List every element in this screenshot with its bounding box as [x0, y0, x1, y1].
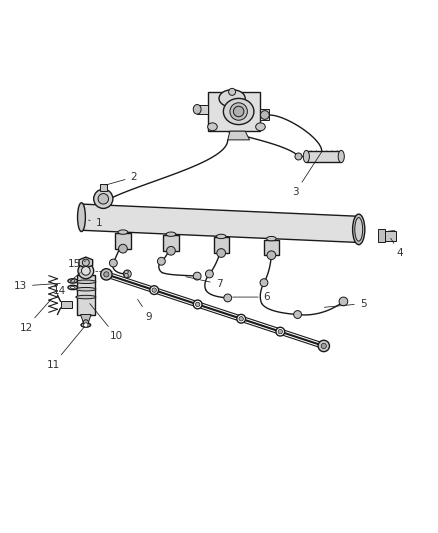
Polygon shape — [261, 109, 269, 120]
Ellipse shape — [219, 90, 245, 107]
Ellipse shape — [223, 99, 254, 125]
Text: 1: 1 — [88, 218, 102, 228]
Text: 11: 11 — [46, 327, 84, 370]
Circle shape — [94, 189, 113, 208]
Circle shape — [110, 259, 117, 267]
Circle shape — [124, 270, 131, 278]
Polygon shape — [385, 231, 396, 241]
Circle shape — [205, 270, 213, 278]
Polygon shape — [197, 105, 208, 114]
Polygon shape — [163, 235, 179, 251]
Circle shape — [233, 106, 244, 117]
Ellipse shape — [256, 123, 265, 131]
Circle shape — [195, 302, 200, 306]
Polygon shape — [214, 237, 229, 253]
Ellipse shape — [166, 232, 176, 237]
Ellipse shape — [76, 280, 96, 284]
Circle shape — [152, 288, 156, 292]
Polygon shape — [79, 257, 93, 268]
Ellipse shape — [267, 237, 276, 241]
Circle shape — [339, 297, 348, 306]
Ellipse shape — [76, 287, 96, 291]
Circle shape — [278, 329, 283, 334]
Text: 2: 2 — [106, 172, 137, 185]
Circle shape — [261, 111, 269, 119]
Text: 8: 8 — [122, 270, 128, 280]
Ellipse shape — [78, 203, 85, 231]
Ellipse shape — [71, 280, 75, 282]
Circle shape — [81, 266, 90, 275]
Circle shape — [229, 88, 236, 95]
Ellipse shape — [208, 123, 217, 131]
Circle shape — [166, 246, 175, 255]
Text: 7: 7 — [186, 277, 223, 289]
Circle shape — [98, 193, 109, 204]
Circle shape — [276, 327, 285, 336]
Polygon shape — [60, 302, 72, 308]
Circle shape — [82, 259, 89, 266]
Circle shape — [237, 314, 246, 323]
Ellipse shape — [355, 217, 363, 241]
Ellipse shape — [71, 286, 75, 288]
Text: 9: 9 — [138, 300, 152, 322]
Polygon shape — [264, 239, 279, 255]
Circle shape — [78, 263, 94, 279]
Circle shape — [150, 286, 159, 294]
Circle shape — [318, 340, 329, 352]
Text: 5: 5 — [325, 298, 367, 309]
Circle shape — [267, 251, 276, 260]
Ellipse shape — [118, 230, 128, 235]
Circle shape — [119, 244, 127, 253]
Ellipse shape — [353, 214, 365, 245]
Polygon shape — [378, 229, 385, 243]
Circle shape — [260, 279, 268, 287]
Circle shape — [193, 300, 202, 309]
Ellipse shape — [68, 279, 78, 283]
Ellipse shape — [193, 104, 201, 114]
Ellipse shape — [303, 150, 309, 163]
Circle shape — [293, 311, 301, 318]
Ellipse shape — [216, 234, 226, 239]
Circle shape — [101, 269, 112, 280]
Polygon shape — [228, 131, 250, 140]
Polygon shape — [208, 92, 261, 131]
Ellipse shape — [68, 285, 78, 289]
Circle shape — [224, 294, 232, 302]
Polygon shape — [81, 204, 359, 243]
Polygon shape — [77, 275, 95, 314]
Polygon shape — [115, 233, 131, 249]
Polygon shape — [100, 183, 107, 191]
Polygon shape — [81, 314, 91, 322]
Polygon shape — [306, 151, 341, 161]
Circle shape — [84, 323, 88, 327]
Text: 3: 3 — [292, 151, 322, 197]
Ellipse shape — [81, 323, 91, 327]
Text: 6: 6 — [233, 292, 270, 302]
Circle shape — [157, 257, 165, 265]
Circle shape — [239, 317, 244, 321]
Text: 12: 12 — [19, 299, 51, 333]
Text: 15: 15 — [68, 260, 86, 269]
Text: 4: 4 — [391, 238, 403, 259]
Circle shape — [83, 320, 88, 325]
Circle shape — [217, 249, 226, 257]
Text: 13: 13 — [14, 281, 60, 291]
Text: 14: 14 — [53, 273, 80, 295]
Circle shape — [193, 272, 201, 280]
Ellipse shape — [338, 150, 344, 163]
Text: 10: 10 — [90, 304, 123, 341]
Circle shape — [321, 343, 326, 349]
Circle shape — [295, 153, 302, 160]
Ellipse shape — [76, 295, 96, 299]
Ellipse shape — [230, 103, 247, 120]
Circle shape — [104, 272, 109, 277]
